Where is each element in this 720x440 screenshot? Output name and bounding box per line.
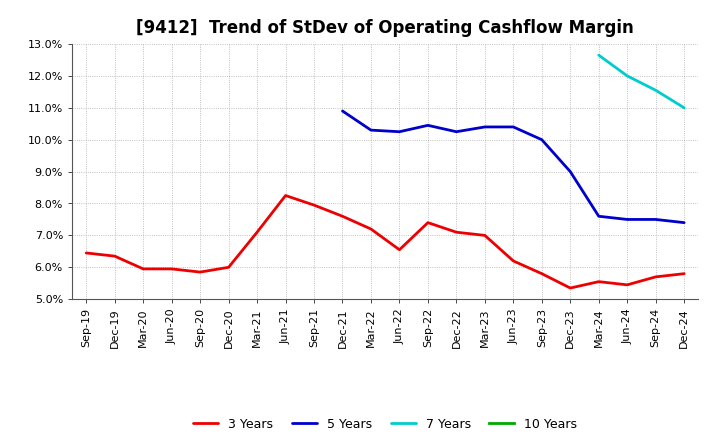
- 5 Years: [537, 137, 546, 142]
- 3 Years: [253, 230, 261, 235]
- 5 Years: [395, 129, 404, 134]
- Line: 3 Years: 3 Years: [86, 195, 684, 288]
- 3 Years: [139, 266, 148, 271]
- 3 Years: [366, 227, 375, 232]
- 5 Years: [366, 128, 375, 133]
- 5 Years: [595, 214, 603, 219]
- 5 Years: [480, 124, 489, 129]
- 3 Years: [395, 247, 404, 253]
- 7 Years: [652, 88, 660, 93]
- 3 Years: [509, 258, 518, 264]
- 3 Years: [282, 193, 290, 198]
- 3 Years: [196, 269, 204, 275]
- 5 Years: [423, 123, 432, 128]
- 5 Years: [623, 217, 631, 222]
- 3 Years: [595, 279, 603, 284]
- 5 Years: [652, 217, 660, 222]
- 5 Years: [452, 129, 461, 134]
- 3 Years: [310, 202, 318, 208]
- Line: 7 Years: 7 Years: [599, 55, 684, 108]
- 3 Years: [338, 214, 347, 219]
- 5 Years: [566, 169, 575, 174]
- 3 Years: [537, 271, 546, 276]
- 5 Years: [680, 220, 688, 225]
- Legend: 3 Years, 5 Years, 7 Years, 10 Years: 3 Years, 5 Years, 7 Years, 10 Years: [188, 413, 582, 436]
- 3 Years: [680, 271, 688, 276]
- 3 Years: [623, 282, 631, 287]
- 3 Years: [167, 266, 176, 271]
- 3 Years: [452, 230, 461, 235]
- Title: [9412]  Trend of StDev of Operating Cashflow Margin: [9412] Trend of StDev of Operating Cashf…: [136, 19, 634, 37]
- 7 Years: [623, 73, 631, 78]
- 3 Years: [480, 233, 489, 238]
- 3 Years: [225, 265, 233, 270]
- 7 Years: [680, 105, 688, 110]
- 5 Years: [509, 124, 518, 129]
- Line: 5 Years: 5 Years: [343, 111, 684, 223]
- 5 Years: [338, 108, 347, 114]
- 3 Years: [566, 286, 575, 291]
- 3 Years: [423, 220, 432, 225]
- 7 Years: [595, 52, 603, 58]
- 3 Years: [82, 250, 91, 256]
- 3 Years: [652, 274, 660, 279]
- 3 Years: [110, 253, 119, 259]
